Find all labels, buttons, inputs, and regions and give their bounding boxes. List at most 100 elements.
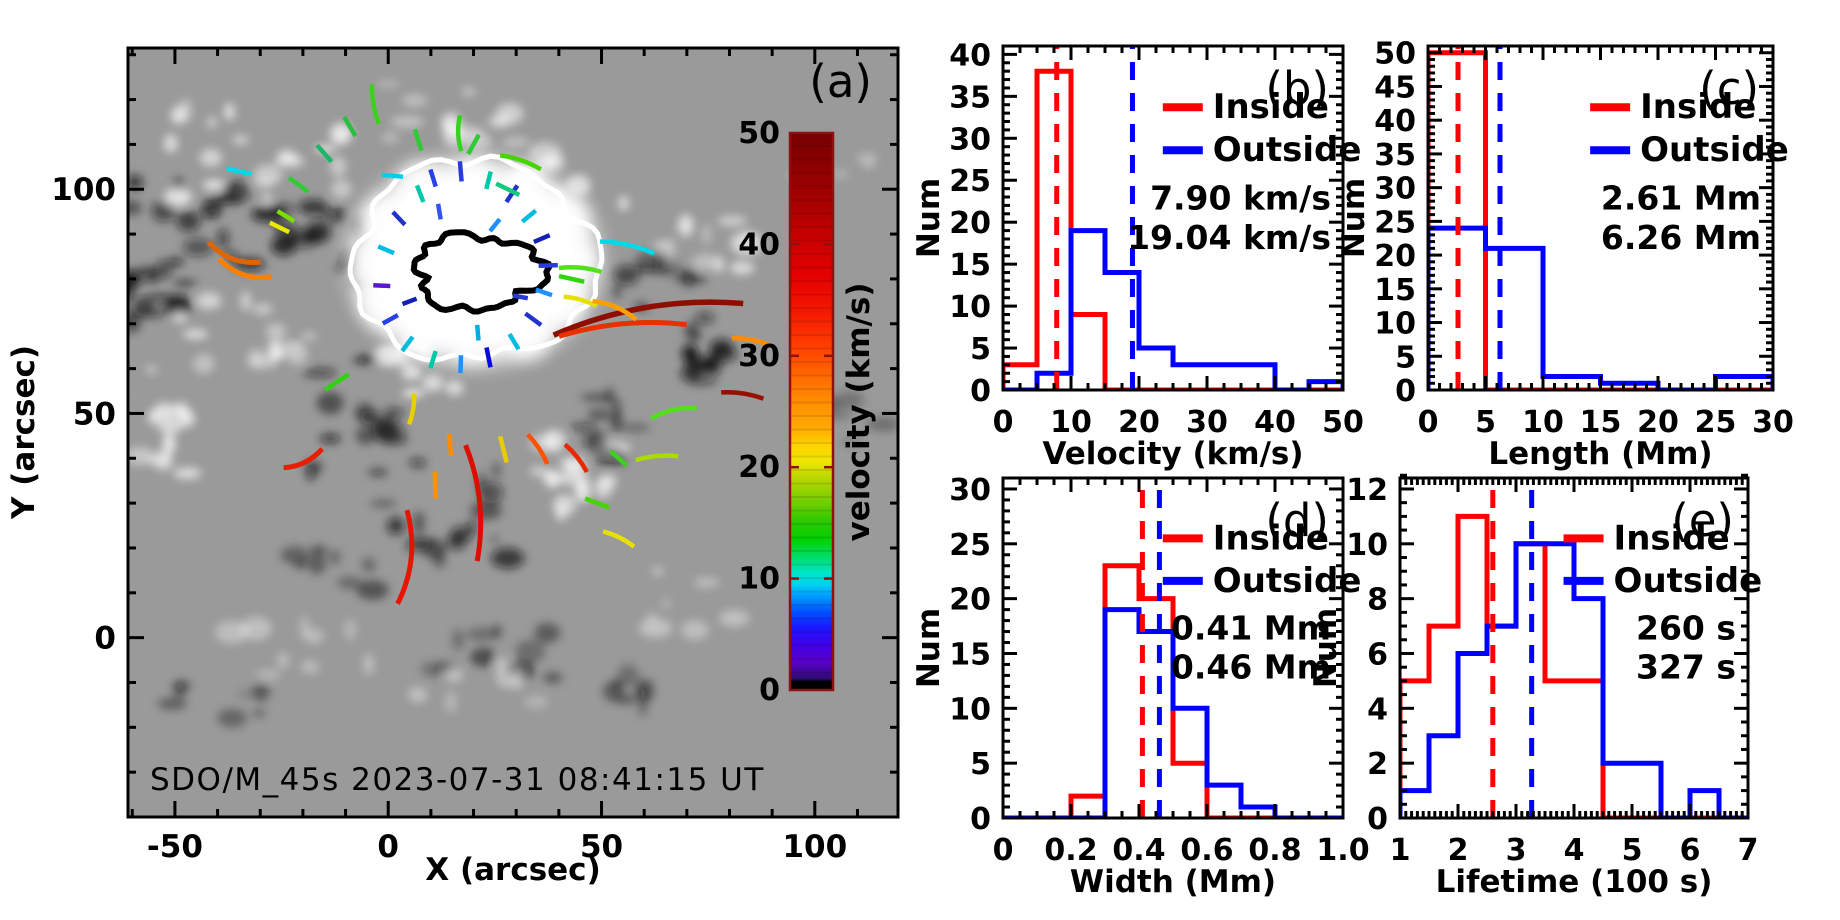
- flux-patch: [361, 557, 377, 573]
- flux-patch: [363, 653, 374, 676]
- flow-track: [428, 350, 438, 369]
- hist-step-inside: [1428, 50, 1773, 390]
- flux-patch: [692, 253, 718, 271]
- flux-patch: [217, 228, 229, 250]
- flux-patch: [328, 549, 341, 565]
- flow-track: [731, 335, 771, 348]
- flux-patch: [173, 467, 202, 480]
- hist-xtick-label: 1: [1390, 833, 1411, 868]
- colorbar-label: velocity (km/s): [841, 282, 877, 541]
- flux-patch: [176, 210, 201, 232]
- panel-a-overlay: SDO/M_45s 2023-07-31 08:41:15 UT (a) X (…: [6, 55, 877, 888]
- flux-patch: [695, 311, 715, 325]
- flux-patch: [544, 469, 561, 488]
- flux-patch: [136, 265, 158, 276]
- legend-label-inside: Inside: [1614, 518, 1730, 558]
- flow-track: [499, 153, 542, 172]
- flux-patch: [402, 94, 428, 107]
- hist-ytick-label: 0: [1367, 802, 1388, 837]
- flux-patch: [832, 169, 849, 179]
- flux-patch: [329, 155, 347, 177]
- flux-patch: [276, 652, 290, 669]
- flow-track: [412, 128, 424, 152]
- flux-patch: [172, 680, 192, 691]
- flux-patch: [451, 628, 465, 651]
- flux-patch: [355, 426, 377, 445]
- flux-patch: [470, 501, 503, 520]
- hist-ytick-label: 25: [949, 164, 991, 199]
- flux-patch: [373, 416, 397, 438]
- flow-track: [276, 209, 296, 224]
- flux-patch: [709, 338, 734, 354]
- mean-value-outside: 0.46 Mm: [1171, 648, 1331, 687]
- hist-ylabel: Num: [1336, 178, 1372, 258]
- flux-patch: [408, 687, 428, 703]
- flux-patch: [835, 391, 865, 410]
- hist-xlabel: Length (Mm): [1488, 436, 1712, 472]
- flux-patch: [367, 468, 388, 476]
- flow-track: [268, 220, 291, 235]
- flux-patch: [240, 616, 272, 641]
- hist-ytick-label: 25: [1374, 205, 1416, 240]
- hist-xtick-label: 10: [1522, 405, 1564, 440]
- flow-track: [381, 172, 404, 180]
- hist-ytick-label: 0: [970, 374, 991, 409]
- flux-patch: [602, 681, 624, 702]
- colorbar-tick-label: 50: [738, 116, 780, 151]
- hist-xtick-label: 0.2: [1044, 833, 1097, 868]
- flux-patch: [288, 230, 320, 249]
- flux-patch: [255, 669, 281, 681]
- flux-patch: [203, 180, 225, 190]
- flux-patch: [337, 576, 362, 590]
- flux-patch: [182, 329, 209, 340]
- flux-patch: [635, 686, 649, 695]
- legend-label-outside: Outside: [1614, 561, 1763, 601]
- flux-patch: [864, 160, 875, 169]
- flux-patch: [157, 697, 188, 710]
- flux-patch: [620, 423, 651, 432]
- flux-patch: [319, 433, 341, 444]
- flux-patch: [701, 224, 711, 245]
- flux-patch: [575, 479, 591, 503]
- panel-a-xtick-label: 50: [580, 829, 623, 865]
- flow-track: [217, 256, 273, 280]
- flow-track: [507, 332, 521, 351]
- hist-xtick-label: 5: [1622, 833, 1643, 868]
- flux-patch: [703, 351, 723, 376]
- hist-ytick-label: 8: [1367, 583, 1388, 618]
- flux-patch: [375, 81, 400, 88]
- hist-ytick-label: 40: [949, 38, 991, 73]
- flux-patch: [467, 520, 476, 534]
- flux-patch: [729, 261, 755, 275]
- magnetogram-mottles: [128, 81, 898, 728]
- hist-ytick-label: 20: [949, 206, 991, 241]
- hist-ytick-label: 30: [949, 122, 991, 157]
- panel-a-xtick-label: 0: [377, 829, 399, 865]
- flux-patch: [215, 620, 249, 644]
- flow-track: [533, 233, 551, 244]
- flow-track: [474, 324, 481, 341]
- flux-patch: [164, 188, 192, 206]
- hist-xlabel: Width (Mm): [1070, 864, 1276, 900]
- colorbar-gradient: [788, 131, 835, 692]
- flux-patch: [433, 551, 446, 568]
- flux-patch: [199, 148, 222, 167]
- flux-patch: [128, 200, 143, 216]
- flow-track: [526, 433, 550, 465]
- hist-ytick-label: 2: [1367, 747, 1388, 782]
- flux-patch: [664, 238, 676, 262]
- colorbar-tick-label: 0: [759, 673, 780, 708]
- panel-a-magnetogram: -50 0 50 100 0 50 100 0 10 20 30 40 50: [51, 46, 900, 865]
- flux-patch: [422, 374, 444, 392]
- flux-patch: [466, 627, 496, 642]
- flux-patch: [247, 348, 265, 367]
- flux-patch: [730, 232, 764, 256]
- hist-ytick-label: 30: [949, 473, 991, 508]
- flux-patch: [524, 695, 549, 709]
- flux-patch: [491, 462, 501, 478]
- panel-a-label: (a): [809, 55, 872, 108]
- flux-patch: [162, 433, 176, 455]
- flux-patch: [128, 175, 144, 190]
